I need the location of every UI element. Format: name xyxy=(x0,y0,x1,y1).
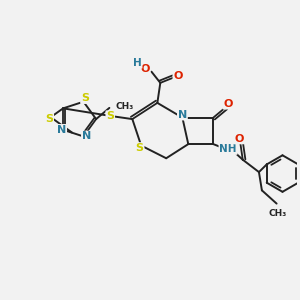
Text: O: O xyxy=(223,99,233,109)
Text: S: S xyxy=(45,114,53,124)
Text: S: S xyxy=(136,143,144,153)
Text: NH: NH xyxy=(219,144,237,154)
Text: O: O xyxy=(140,64,150,74)
Text: N: N xyxy=(178,110,187,120)
Text: CH₃: CH₃ xyxy=(116,102,134,111)
Text: CH₃: CH₃ xyxy=(269,209,287,218)
Text: O: O xyxy=(234,134,244,143)
Text: N: N xyxy=(57,125,66,135)
Text: N: N xyxy=(82,131,91,141)
Text: S: S xyxy=(106,111,114,121)
Text: S: S xyxy=(81,93,89,103)
Text: H: H xyxy=(133,58,142,68)
Text: O: O xyxy=(173,71,183,81)
